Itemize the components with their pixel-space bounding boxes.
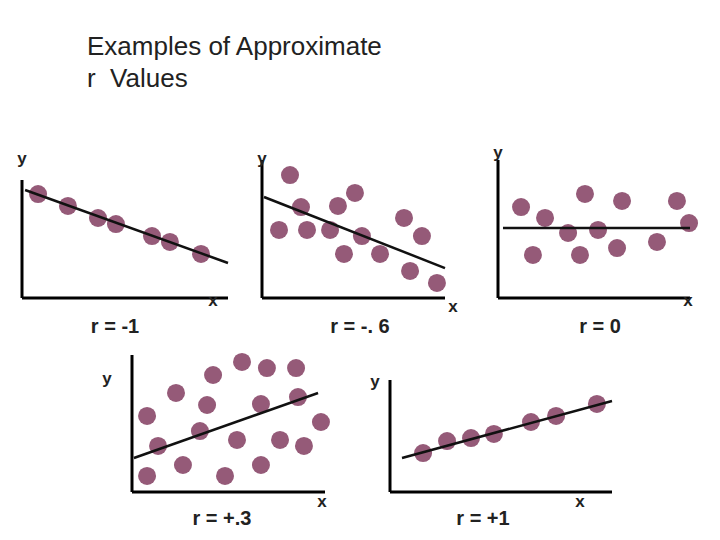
chart-title: r = +.3 — [193, 507, 252, 529]
plot-area — [25, 185, 228, 263]
data-point — [138, 467, 156, 485]
data-point — [428, 274, 446, 292]
scatter-chart: y x r = +.3 — [102, 353, 330, 529]
data-point — [346, 184, 364, 202]
y-axis — [261, 160, 264, 298]
data-point — [589, 221, 607, 239]
y-axis — [389, 380, 392, 492]
data-point — [680, 214, 698, 232]
data-point — [413, 227, 431, 245]
y-axis-label: y — [17, 149, 27, 168]
slide-title: Examples of Approximate — [87, 31, 382, 61]
scatter-chart: y x r = 0 — [493, 143, 698, 337]
plot-area — [264, 166, 446, 292]
data-point — [524, 246, 542, 264]
data-point — [608, 239, 626, 257]
data-point — [559, 224, 577, 242]
x-axis — [498, 297, 690, 300]
slide-title: r Values — [87, 63, 188, 93]
data-point — [233, 353, 251, 371]
x-axis-label: x — [575, 492, 585, 511]
y-axis-label: y — [493, 143, 503, 162]
plot-area — [402, 395, 612, 462]
data-point — [295, 437, 313, 455]
x-axis-label: x — [208, 291, 218, 310]
data-point — [401, 262, 419, 280]
data-point — [270, 221, 288, 239]
data-point — [281, 166, 299, 184]
x-axis — [132, 491, 325, 494]
data-point — [287, 359, 305, 377]
y-axis — [21, 180, 24, 298]
data-point — [174, 456, 192, 474]
data-point — [204, 366, 222, 384]
trend-line — [402, 401, 612, 458]
data-point — [536, 209, 554, 227]
data-point — [571, 246, 589, 264]
x-axis-label: x — [683, 291, 693, 310]
y-axis-label: y — [370, 372, 380, 391]
scatter-chart: y x r = +1 — [370, 372, 612, 529]
y-axis — [497, 160, 500, 298]
data-point — [167, 384, 185, 402]
data-point — [258, 359, 276, 377]
data-point — [335, 245, 353, 263]
scatter-chart: y x r = -. 6 — [257, 149, 458, 337]
x-axis-label: x — [317, 492, 327, 511]
data-point — [613, 192, 631, 210]
slide-canvas: Examples of Approximater Valuesyxr = -1y… — [0, 0, 720, 540]
data-point — [648, 233, 666, 251]
data-point — [271, 431, 289, 449]
data-point — [216, 467, 234, 485]
trend-line — [25, 190, 228, 263]
data-point — [138, 407, 156, 425]
data-point — [371, 245, 389, 263]
data-point — [312, 413, 330, 431]
scatter-chart: y x r = -1 — [17, 149, 228, 337]
data-point — [395, 209, 413, 227]
data-point — [228, 431, 246, 449]
plot-area — [503, 185, 698, 264]
x-axis — [22, 297, 228, 300]
data-point — [576, 185, 594, 203]
data-point — [198, 396, 216, 414]
trend-line — [503, 227, 690, 230]
chart-title: r = 0 — [579, 315, 621, 337]
x-axis-label: x — [448, 297, 458, 316]
slide: Examples of Approximater Valuesyxr = -1y… — [0, 0, 720, 540]
x-axis — [262, 297, 445, 300]
data-point — [252, 456, 270, 474]
data-point — [329, 197, 347, 215]
chart-title: r = -1 — [91, 315, 139, 337]
data-point — [668, 192, 686, 210]
plot-area — [134, 353, 330, 485]
trend-line — [134, 393, 318, 458]
data-point — [298, 221, 316, 239]
y-axis — [131, 355, 134, 492]
trend-line — [264, 197, 445, 268]
y-axis-label: y — [257, 149, 267, 168]
chart-title: r = -. 6 — [330, 315, 389, 337]
y-axis-label: y — [102, 369, 112, 388]
data-point — [512, 198, 530, 216]
chart-title: r = +1 — [456, 507, 509, 529]
